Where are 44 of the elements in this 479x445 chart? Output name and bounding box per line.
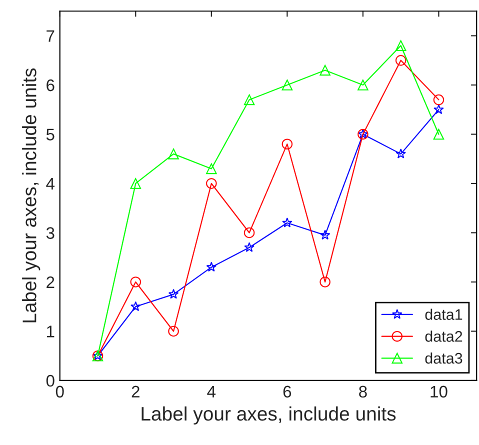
y-axis-title: Label your axes, include units xyxy=(22,68,40,322)
x-tick-label: 0 xyxy=(56,386,64,398)
point xyxy=(282,138,293,150)
point xyxy=(130,301,141,312)
x-axis-title: Label your axes, include units xyxy=(142,406,396,425)
legend-label: data1 xyxy=(425,308,462,320)
y-tick-label: 1 xyxy=(47,326,54,338)
point xyxy=(206,262,217,272)
point xyxy=(168,326,179,337)
legend-label: data2 xyxy=(425,330,462,342)
point xyxy=(434,104,444,114)
point xyxy=(206,178,217,189)
point xyxy=(320,276,330,288)
y-tick-label: 4 xyxy=(46,178,55,190)
y-tick-label: 7 xyxy=(46,30,54,42)
x-tick-label: 6 xyxy=(283,386,292,398)
point xyxy=(168,148,179,160)
x-tick-label: 2 xyxy=(132,386,140,398)
y-tick-label: 3 xyxy=(46,227,54,239)
point xyxy=(395,40,406,51)
point xyxy=(244,94,255,106)
point xyxy=(396,148,406,158)
point xyxy=(395,54,406,66)
y-tick-label: 6 xyxy=(46,79,54,92)
point xyxy=(282,80,293,90)
x-tick-label: 10 xyxy=(430,386,448,398)
point xyxy=(168,288,179,299)
legend-label: data3 xyxy=(425,352,462,364)
point xyxy=(244,227,255,238)
x-tick-label: 8 xyxy=(359,386,367,398)
y-tick-label: 5 xyxy=(46,128,54,140)
y-tick-label: 2 xyxy=(46,276,54,288)
y-tick-label: 0 xyxy=(46,374,54,387)
x-tick-label: 4 xyxy=(207,386,216,398)
point xyxy=(206,163,217,174)
point xyxy=(244,242,254,252)
point xyxy=(130,178,142,189)
point xyxy=(358,80,368,90)
point xyxy=(433,128,444,140)
point xyxy=(282,218,292,228)
point xyxy=(130,276,142,288)
point xyxy=(320,64,330,76)
point xyxy=(433,94,444,106)
point xyxy=(320,230,330,240)
